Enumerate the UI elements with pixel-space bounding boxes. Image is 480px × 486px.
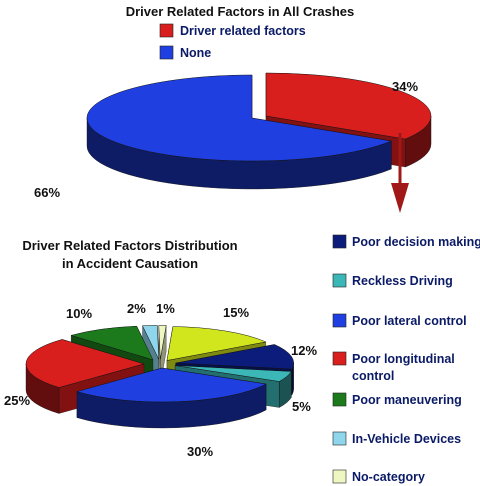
chart2-title-line2: in Accident Causation bbox=[62, 256, 198, 271]
legend-swatch-poor-longitudinal-control bbox=[332, 351, 347, 366]
chart2-slice-label-1: 1% bbox=[156, 301, 175, 316]
chart2-slice-label-2: 2% bbox=[127, 301, 146, 316]
legend-label-poor-lateral-control: Poor lateral control bbox=[352, 314, 467, 328]
chart2-slice-poor-lateral-control bbox=[76, 367, 267, 403]
chart1-slice-none bbox=[86, 74, 393, 162]
chart2-title-line1: Driver Related Factors Distribution bbox=[22, 238, 237, 253]
legend-swatch-in-vehicle-devices bbox=[332, 431, 347, 446]
legend-swatch-reckless-driving bbox=[332, 273, 347, 288]
chart2-slice-poor-longitudinal-control bbox=[25, 339, 145, 388]
legend-label-poor-longitudinal-line1: Poor longitudinal bbox=[352, 352, 455, 366]
legend-label-poor-maneuvering: Poor maneuvering bbox=[352, 393, 462, 407]
chart2-slice-poor-maneuvering bbox=[70, 325, 154, 361]
chart1-legend-swatch-driver bbox=[159, 23, 174, 38]
chart1-slice-label-none: 66% bbox=[34, 185, 60, 200]
chart2-slice-label-5: 5% bbox=[292, 399, 311, 414]
chart2-slice-in-vehicle-devices bbox=[142, 325, 160, 360]
chart2-pie bbox=[25, 325, 294, 429]
chart2-slice-label-25: 25% bbox=[4, 393, 30, 408]
legend-label-in-vehicle-devices: In-Vehicle Devices bbox=[352, 432, 461, 446]
legend-swatch-poor-decision-making bbox=[332, 234, 347, 249]
chart2-slice-reckless-driving bbox=[175, 365, 292, 382]
chart1-title: Driver Related Factors in All Crashes bbox=[126, 4, 355, 19]
legend-label-reckless-driving: Reckless Driving bbox=[352, 274, 453, 288]
chart2-slice-no-category bbox=[158, 325, 167, 360]
legend-swatch-no-category bbox=[332, 469, 347, 484]
legend-swatch-poor-maneuvering bbox=[332, 392, 347, 407]
chart2-slice-label-12: 12% bbox=[291, 343, 317, 358]
chart2-slice-label-30: 30% bbox=[187, 444, 213, 459]
chart2-slice-15 bbox=[166, 326, 267, 361]
chart2-slice-label-10: 10% bbox=[66, 306, 92, 321]
chart1-legend-label-none: None bbox=[180, 46, 211, 60]
legend-swatch-poor-lateral-control bbox=[332, 313, 347, 328]
chart1-slice-driver-related-factors bbox=[265, 72, 432, 140]
legend-label-no-category: No-category bbox=[352, 470, 425, 484]
legend-label-poor-decision-making: Poor decision making bbox=[352, 235, 480, 249]
chart1-slice-label-driver: 34% bbox=[392, 79, 418, 94]
chart1-pie bbox=[86, 72, 432, 190]
chart2-slice-poor-decision-making bbox=[175, 344, 294, 370]
chart1-legend-label-driver: Driver related factors bbox=[180, 24, 306, 38]
chart1-legend-swatch-none bbox=[159, 45, 174, 60]
legend-label-poor-longitudinal-line2: control bbox=[352, 369, 394, 383]
chart2-slice-label-15: 15% bbox=[223, 305, 249, 320]
